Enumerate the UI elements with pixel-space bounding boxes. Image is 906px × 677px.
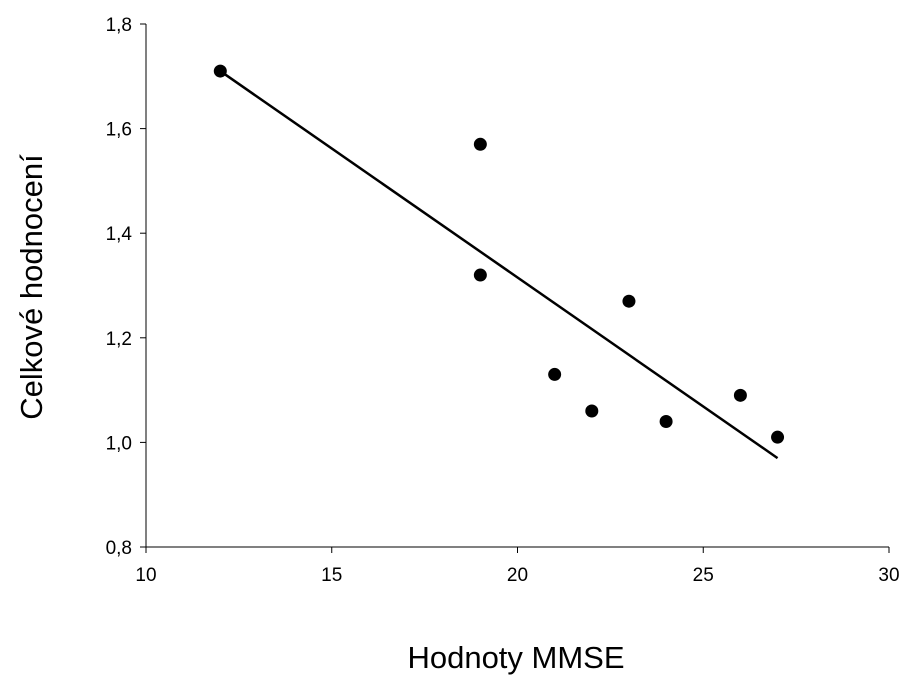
data-point [548, 367, 562, 381]
x-tick-label: 15 [321, 565, 342, 586]
y-tick-label: 1,4 [106, 224, 133, 245]
axes [145, 24, 889, 548]
data-point [585, 404, 599, 418]
y-tick-label: 1,2 [106, 329, 132, 350]
data-point [622, 294, 636, 308]
ticks: 10 15 20 25 30 0,8 1,0 1,2 1,4 1,6 1,8 [106, 15, 900, 586]
y-tick-label: 1,8 [106, 15, 132, 36]
data-point [771, 430, 785, 444]
data-point [659, 414, 673, 428]
data-point [473, 268, 487, 282]
points-group [213, 64, 785, 444]
x-tick-label: 10 [135, 565, 156, 586]
x-tick-label: 20 [507, 565, 528, 586]
data-point [733, 388, 747, 402]
y-tick-label: 0,8 [106, 538, 132, 559]
y-tick-label: 1,0 [106, 433, 132, 454]
data-point [473, 137, 487, 151]
x-axis-title: Hodnoty MMSE [407, 640, 624, 675]
trendline-group [219, 70, 779, 460]
y-axis-title: Celkové hodnocení [14, 154, 49, 420]
x-tick-label: 25 [693, 565, 714, 586]
x-tick-label: 30 [878, 565, 899, 586]
data-point [213, 64, 227, 78]
trendline [219, 70, 779, 460]
y-tick-label: 1,6 [106, 120, 132, 141]
